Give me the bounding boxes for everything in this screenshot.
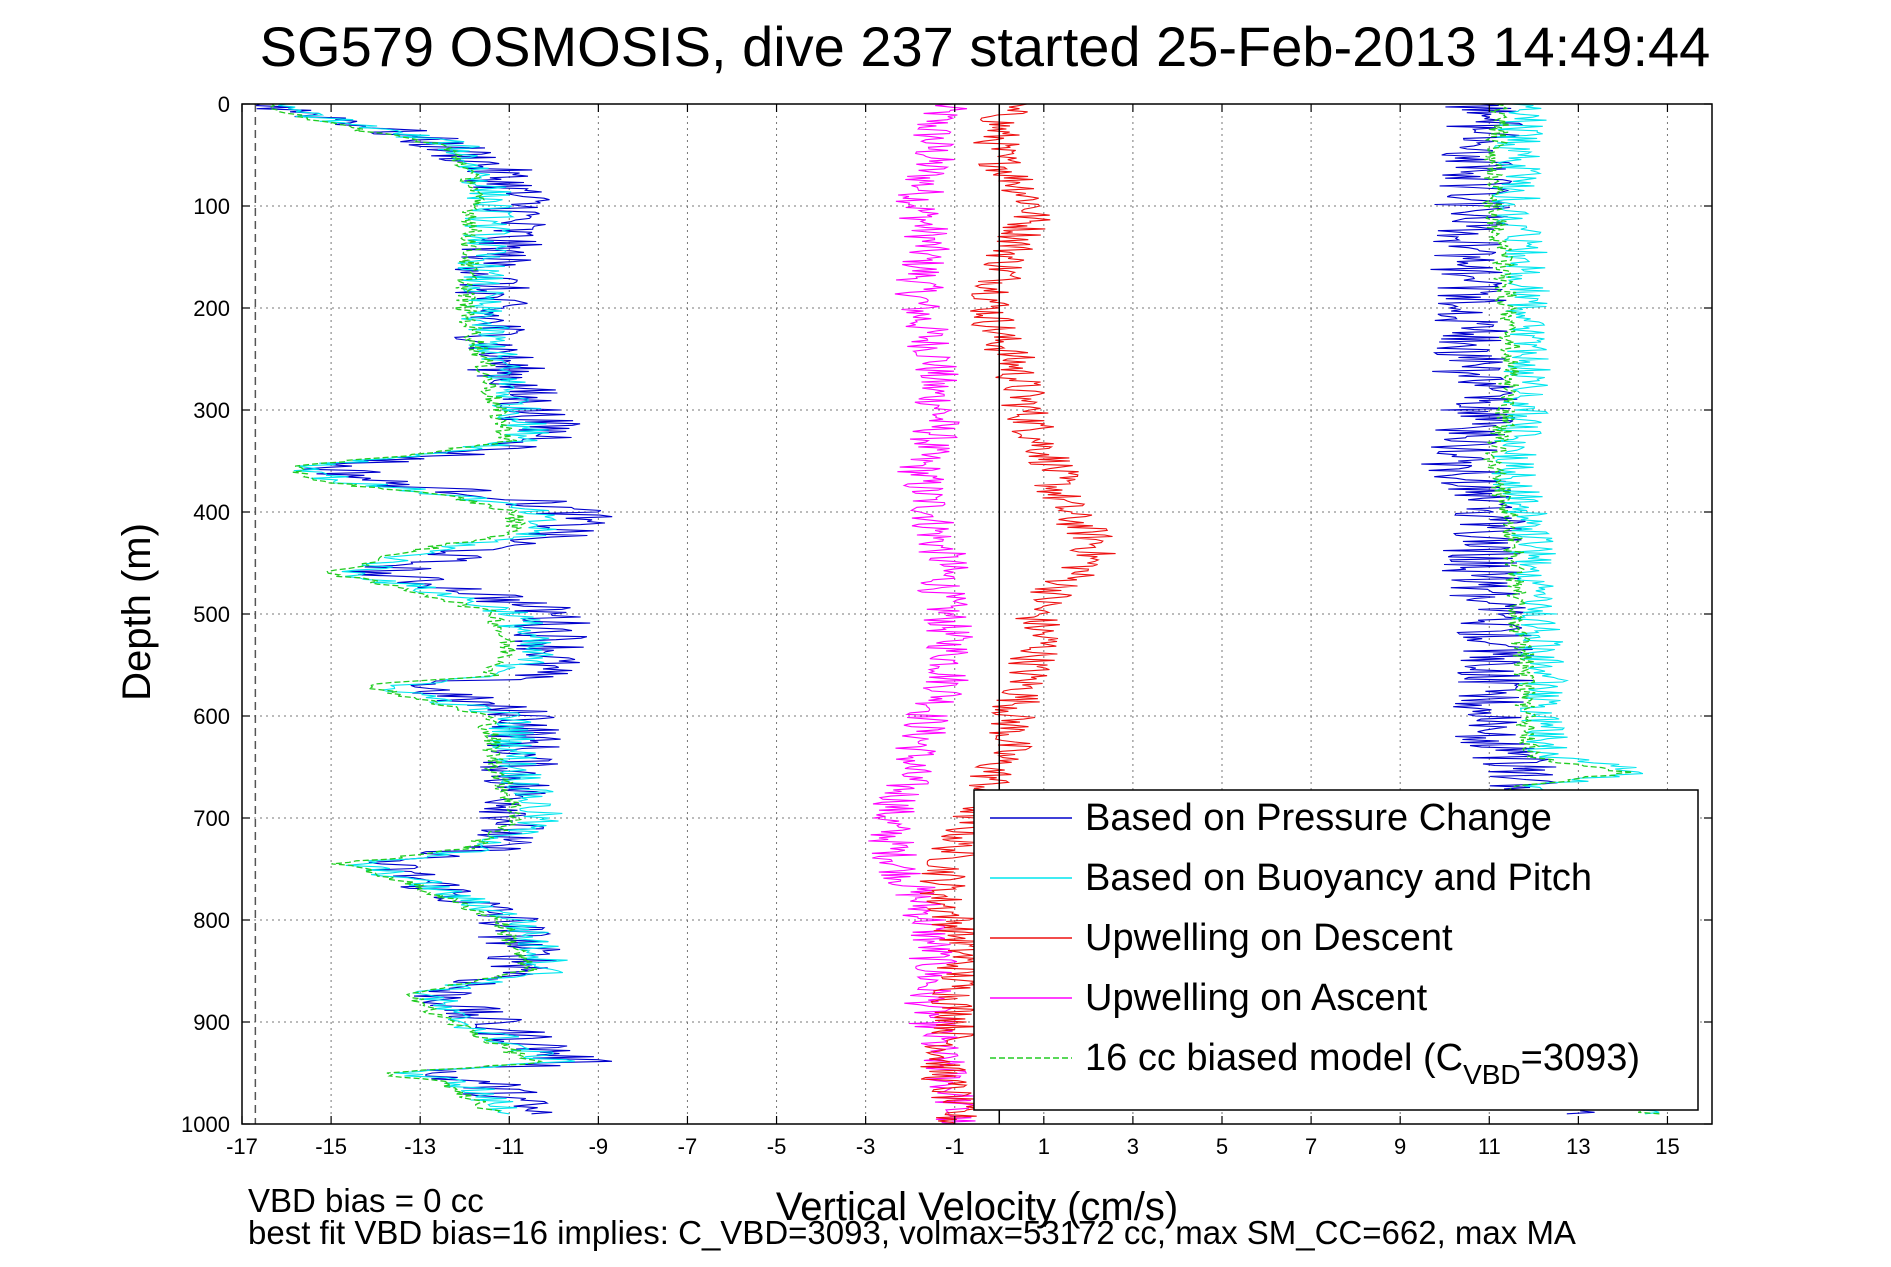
x-tick-label: -9	[589, 1134, 609, 1159]
x-tick-label: 5	[1216, 1134, 1228, 1159]
y-axis-label: Depth (m)	[115, 523, 159, 701]
y-tick-label: 700	[193, 806, 230, 831]
y-tick-label: 0	[218, 92, 230, 117]
series-line-based-on-pressure-change-descent	[255, 103, 613, 1115]
legend-label: Based on Buoyancy and Pitch	[1085, 857, 1592, 899]
legend-label-subscript: VBD	[1463, 1059, 1521, 1090]
x-tick-label: 9	[1394, 1134, 1406, 1159]
y-tick-label: 800	[193, 908, 230, 933]
legend: Based on Pressure Change Based on Buoyanc…	[973, 789, 1699, 1111]
legend-label-main: 16 cc biased model (C	[1085, 1037, 1463, 1079]
legend-label: Based on Pressure Change	[1085, 797, 1552, 839]
x-axis-label: Vertical Velocity (cm/s)	[776, 1185, 1178, 1229]
x-tick-label: 13	[1566, 1134, 1590, 1159]
x-tick-label: -11	[494, 1134, 524, 1159]
y-tick-label: 200	[193, 296, 230, 321]
legend-label-tail: =3093)	[1521, 1037, 1640, 1079]
x-tick-label: -7	[678, 1134, 698, 1159]
y-tick-label: 600	[193, 704, 230, 729]
x-tick-label: 11	[1478, 1134, 1501, 1159]
y-tick-label: 500	[193, 602, 230, 627]
y-tick-label: 100	[193, 194, 230, 219]
chart-title: SG579 OSMOSIS, dive 237 started 25-Feb-2…	[260, 15, 1711, 78]
y-axis-ticks: 0 100 200 300 400 500 600 700 800 900 1000	[181, 92, 1712, 1137]
vbd-bias-annotation: VBD bias = 0 cc	[248, 1182, 484, 1219]
best-fit-annotation: best fit VBD bias=16 implies: C_VBD=3093…	[248, 1214, 1576, 1251]
series-line-16-cc-biased-model-c-vbd-3093-descent	[268, 103, 544, 1115]
series-line-upwelling-on-descent	[919, 103, 1116, 1125]
legend-label: Upwelling on Ascent	[1085, 977, 1428, 1019]
x-tick-label: -13	[404, 1134, 436, 1159]
x-tick-label: 1	[1038, 1134, 1050, 1159]
legend-box	[973, 789, 1699, 1111]
x-tick-label: -17	[226, 1134, 258, 1159]
series-line-based-on-buoyancy-and-pitch-descent	[278, 103, 575, 1115]
y-tick-label: 1000	[181, 1112, 230, 1137]
series-line-upwelling-on-ascent	[868, 103, 977, 1125]
y-tick-label: 900	[193, 1010, 230, 1035]
x-tick-label: 15	[1655, 1134, 1679, 1159]
x-tick-label: -5	[767, 1134, 787, 1159]
y-tick-label: 300	[193, 398, 230, 423]
x-tick-label: -3	[856, 1134, 876, 1159]
x-tick-label: -1	[945, 1134, 965, 1159]
x-tick-label: 3	[1127, 1134, 1139, 1159]
x-tick-label: -15	[315, 1134, 347, 1159]
x-tick-label: 7	[1305, 1134, 1317, 1159]
x-axis-ticks: -17 -15 -13 -11 -9 -7 -5 -3 -1 1 3 5 7 9 11 13 15	[226, 104, 1680, 1159]
legend-label: 16 cc biased model (CVBD=3093)	[1085, 1037, 1640, 1090]
legend-label: Upwelling on Descent	[1085, 917, 1453, 959]
y-tick-label: 400	[193, 500, 230, 525]
